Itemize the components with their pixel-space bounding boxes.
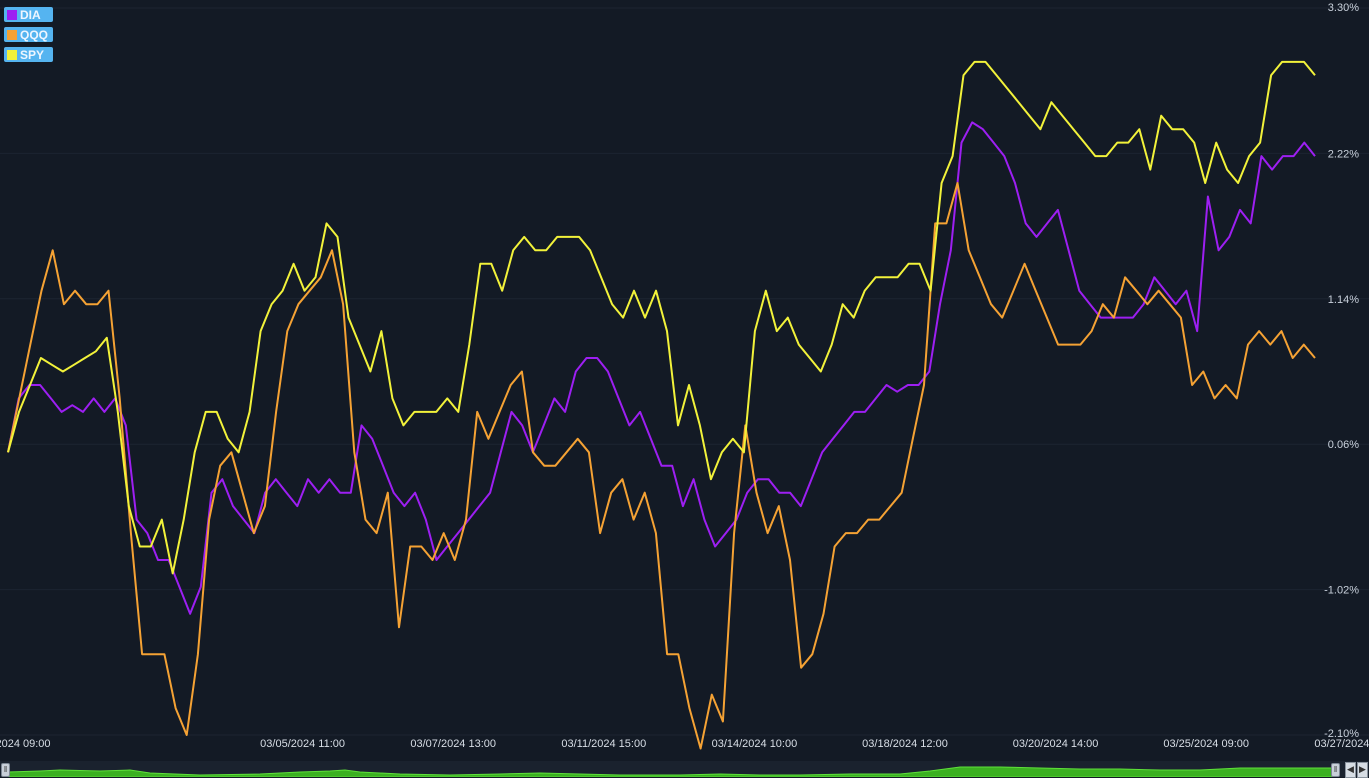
y-tick-label: 3.30% bbox=[1328, 2, 1359, 14]
x-tick-label: 03/27/2024 11:00 bbox=[1314, 738, 1369, 750]
y-tick-label: 1.14% bbox=[1328, 294, 1359, 306]
series-line-qqq bbox=[7, 182, 1316, 750]
series-lines bbox=[7, 60, 1316, 750]
legend: DIA QQQ SPY bbox=[4, 7, 54, 67]
x-tick-label: 03/25/2024 09:00 bbox=[1163, 738, 1249, 750]
y-axis-tick-labels: 3.30% 2.22% 1.14% 0.06% -1.02% -2.10% bbox=[1324, 2, 1359, 740]
navigator-right-handle[interactable]: ‖ bbox=[1331, 763, 1340, 777]
x-tick-label: 2024 09:00 bbox=[0, 738, 51, 750]
x-tick-label: 03/20/2024 14:00 bbox=[1013, 738, 1099, 750]
x-tick-label: 03/14/2024 10:00 bbox=[712, 738, 798, 750]
scroll-left-button[interactable]: ◀ bbox=[1345, 762, 1356, 778]
series-line-spy bbox=[7, 60, 1316, 575]
x-tick-label: 03/11/2024 15:00 bbox=[561, 738, 646, 750]
series-line-dia bbox=[7, 121, 1316, 615]
y-tick-label: -2.10% bbox=[1324, 728, 1359, 740]
scroll-right-button[interactable]: ▶ bbox=[1357, 762, 1368, 778]
legend-item-spy[interactable]: SPY bbox=[4, 47, 54, 62]
legend-item-dia[interactable]: DIA bbox=[4, 7, 54, 22]
x-tick-label: 03/05/2024 11:00 bbox=[260, 738, 345, 750]
chart-area: 3.30% 2.22% 1.14% 0.06% -1.02% -2.10% 2024 09… bbox=[0, 2, 1369, 750]
navigator-area bbox=[7, 766, 1333, 777]
y-tick-label: 0.06% bbox=[1328, 439, 1359, 451]
legend-label-qqq: QQQ bbox=[20, 27, 49, 42]
legend-label-dia: DIA bbox=[20, 7, 41, 22]
navigator-volume-preview bbox=[7, 766, 1333, 777]
legend-swatch-qqq bbox=[7, 29, 17, 40]
legend-item-qqq[interactable]: QQQ bbox=[4, 27, 54, 42]
legend-swatch-spy bbox=[7, 49, 17, 60]
grid-lines bbox=[0, 7, 1369, 736]
navigator-scrollbar[interactable]: ‖ ‖ ◀ ▶ bbox=[0, 761, 1369, 778]
y-tick-label: -1.02% bbox=[1324, 585, 1359, 597]
y-tick-label: 2.22% bbox=[1328, 148, 1359, 160]
x-tick-label: 03/18/2024 12:00 bbox=[862, 738, 948, 750]
x-tick-label: 03/07/2024 13:00 bbox=[410, 738, 496, 750]
navigator-left-handle[interactable]: ‖ bbox=[1, 763, 10, 777]
legend-label-spy: SPY bbox=[20, 47, 45, 62]
x-axis-tick-labels: 2024 09:00 03/05/2024 11:00 03/07/2024 13:… bbox=[0, 738, 1369, 750]
legend-swatch-dia bbox=[7, 9, 17, 20]
